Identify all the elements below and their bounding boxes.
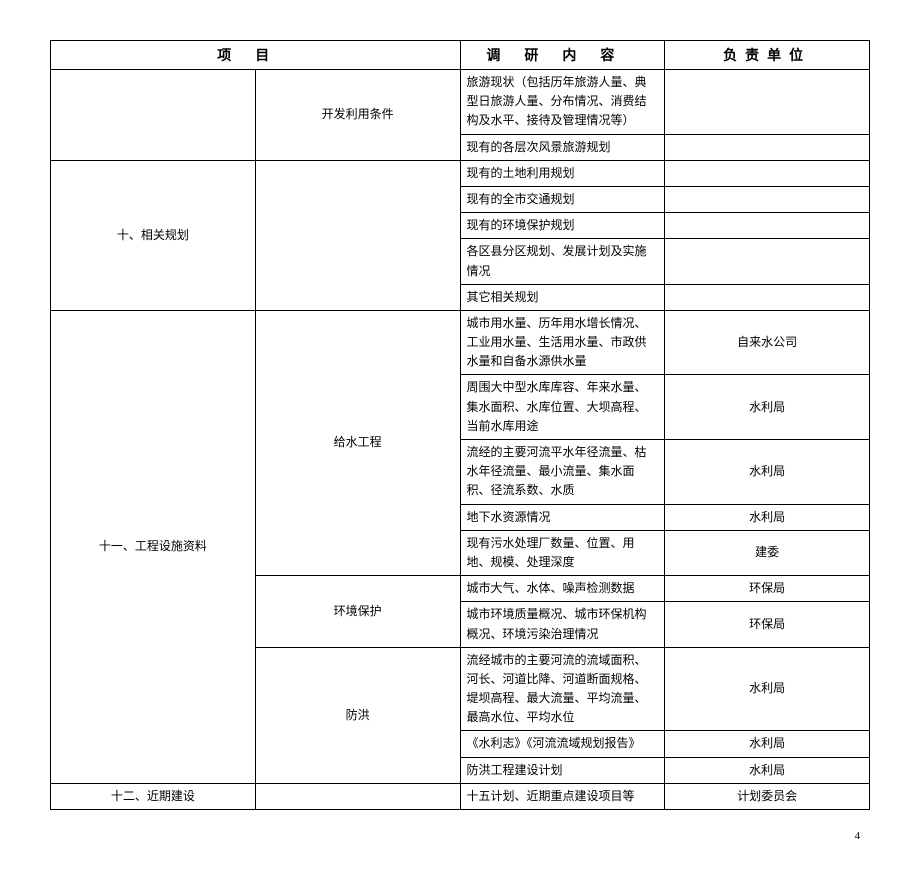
research-table: 项目 调研内容 负责单位 开发利用条件 旅游现状（包括历年旅游人量、典型日旅游人… (50, 40, 870, 810)
page-number: 4 (50, 830, 870, 842)
cell-unit: 计划委员会 (665, 783, 870, 809)
cell-content: 现有的全市交通规划 (460, 186, 665, 212)
table-row: 十、相关规划 现有的土地利用规划 (51, 160, 870, 186)
cell-unit: 水利局 (665, 375, 870, 440)
cell-sub-empty (255, 160, 460, 310)
cell-unit: 水利局 (665, 440, 870, 505)
cell-sub: 给水工程 (255, 310, 460, 575)
cell-unit (665, 284, 870, 310)
cell-unit: 环保局 (665, 576, 870, 602)
cell-content: 旅游现状（包括历年旅游人量、典型日旅游人量、分布情况、消费结构及水平、接待及管理… (460, 70, 665, 135)
cell-project-empty (51, 70, 256, 161)
cell-unit (665, 186, 870, 212)
cell-unit: 建委 (665, 530, 870, 575)
header-row: 项目 调研内容 负责单位 (51, 41, 870, 70)
cell-content: 《水利志》《河流流域规划报告》 (460, 731, 665, 757)
cell-content: 现有的各层次风景旅游规划 (460, 134, 665, 160)
cell-unit (665, 213, 870, 239)
cell-unit (665, 239, 870, 284)
cell-content: 流经城市的主要河流的流域面积、河长、河道比降、河道断面规格、堤坝高程、最大流量、… (460, 647, 665, 731)
table-row: 十二、近期建设 十五计划、近期重点建设项目等 计划委员会 (51, 783, 870, 809)
cell-sub: 防洪 (255, 647, 460, 783)
cell-unit (665, 70, 870, 135)
cell-unit: 水利局 (665, 757, 870, 783)
cell-unit: 环保局 (665, 602, 870, 647)
table-row: 开发利用条件 旅游现状（包括历年旅游人量、典型日旅游人量、分布情况、消费结构及水… (51, 70, 870, 135)
cell-content: 各区县分区规划、发展计划及实施情况 (460, 239, 665, 284)
header-content: 调研内容 (460, 41, 665, 70)
cell-project: 十、相关规划 (51, 160, 256, 310)
cell-unit: 水利局 (665, 504, 870, 530)
cell-unit: 水利局 (665, 647, 870, 731)
cell-content: 地下水资源情况 (460, 504, 665, 530)
table-row: 十一、工程设施资料 给水工程 城市用水量、历年用水增长情况、工业用水量、生活用水… (51, 310, 870, 375)
cell-sub: 环境保护 (255, 576, 460, 648)
cell-content: 现有污水处理厂数量、位置、用地、规模、处理深度 (460, 530, 665, 575)
cell-content: 周围大中型水库库容、年来水量、集水面积、水库位置、大坝高程、当前水库用途 (460, 375, 665, 440)
cell-unit: 水利局 (665, 731, 870, 757)
cell-content: 其它相关规划 (460, 284, 665, 310)
cell-unit (665, 134, 870, 160)
cell-content: 现有的环境保护规划 (460, 213, 665, 239)
cell-content: 现有的土地利用规划 (460, 160, 665, 186)
cell-sub: 开发利用条件 (255, 70, 460, 161)
cell-content: 流经的主要河流平水年径流量、枯水年径流量、最小流量、集水面积、径流系数、水质 (460, 440, 665, 505)
cell-project: 十二、近期建设 (51, 783, 256, 809)
cell-content: 城市大气、水体、噪声检测数据 (460, 576, 665, 602)
cell-project: 十一、工程设施资料 (51, 310, 256, 783)
cell-content: 城市用水量、历年用水增长情况、工业用水量、生活用水量、市政供水量和自备水源供水量 (460, 310, 665, 375)
header-unit: 负责单位 (665, 41, 870, 70)
cell-unit (665, 160, 870, 186)
cell-content: 十五计划、近期重点建设项目等 (460, 783, 665, 809)
cell-content: 城市环境质量概况、城市环保机构概况、环境污染治理情况 (460, 602, 665, 647)
header-project: 项目 (51, 41, 461, 70)
cell-sub-empty (255, 783, 460, 809)
cell-unit: 自来水公司 (665, 310, 870, 375)
cell-content: 防洪工程建设计划 (460, 757, 665, 783)
